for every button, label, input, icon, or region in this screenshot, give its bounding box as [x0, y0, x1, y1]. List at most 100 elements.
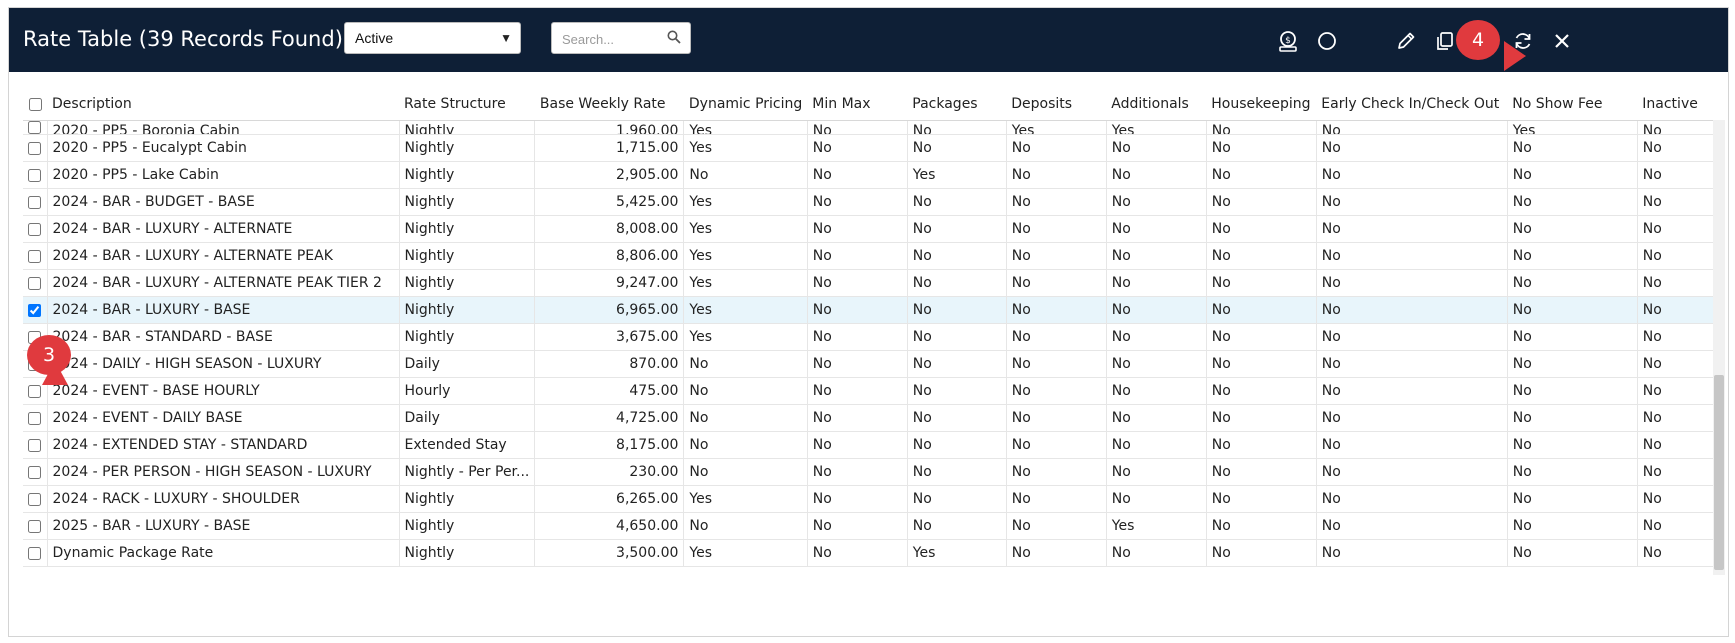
table-cell: No [1206, 296, 1317, 324]
table-cell: No [1106, 458, 1207, 486]
table-cell: No [807, 134, 908, 162]
table-cell: Yes [683, 296, 808, 324]
table-cell: No [907, 215, 1007, 243]
table-row[interactable]: Dynamic Package Rate Nightly 3,500.00 Yes No… [23, 539, 1724, 567]
close-icon[interactable] [1549, 28, 1575, 54]
table-cell: Nightly [399, 134, 536, 162]
copy-icon[interactable] [1432, 28, 1458, 54]
table-cell: No [907, 458, 1007, 486]
table-cell: No [1507, 323, 1638, 351]
table-row[interactable]: 2024 - DAILY - HIGH SEASON - LUXURY Daily… [23, 350, 1724, 378]
column-header[interactable]: Housekeeping [1206, 88, 1317, 121]
table-cell: No [1507, 512, 1638, 540]
row-checkbox[interactable] [28, 492, 42, 506]
table-cell: Yes [683, 188, 808, 216]
search-icon[interactable] [667, 30, 681, 49]
table-cell: No [1316, 120, 1508, 135]
table-cell: No [1006, 161, 1107, 189]
table-cell: Yes [1507, 120, 1638, 135]
table-cell: 3,500.00 [534, 539, 685, 567]
row-checkbox[interactable] [28, 438, 42, 452]
table-cell: No [907, 350, 1007, 378]
table-cell: Yes [683, 242, 808, 270]
search-input[interactable] [560, 24, 660, 54]
column-header[interactable]: Min Max [807, 88, 908, 121]
table-row[interactable]: 2024 - EXTENDED STAY - STANDARD Extended … [23, 431, 1724, 459]
edit-pencil-icon[interactable] [1393, 28, 1419, 54]
table-cell: No [807, 539, 908, 567]
row-checkbox[interactable] [28, 303, 42, 317]
table-cell: Yes [683, 134, 808, 162]
circle-icon[interactable] [1314, 28, 1340, 54]
table-cell: No [1206, 350, 1317, 378]
column-header[interactable]: Additionals [1106, 88, 1207, 121]
row-checkbox[interactable] [28, 384, 42, 398]
row-checkbox[interactable] [28, 411, 42, 425]
table-cell: Hourly [399, 377, 536, 405]
column-header[interactable]: Dynamic Pricing [683, 88, 808, 121]
table-cell: 8,008.00 [534, 215, 685, 243]
table-cell: No [1206, 377, 1317, 405]
status-filter-select[interactable]: Active ▼ [344, 22, 521, 54]
table-row[interactable]: 2024 - RACK - LUXURY - SHOULDER Nightly 6,… [23, 485, 1724, 513]
row-checkbox[interactable] [28, 121, 42, 134]
table-cell: No [1507, 458, 1638, 486]
table-body: 2020 - PP5 - Boronia Cabin Nightly 1,960.0… [23, 120, 1724, 567]
table-cell: No [1637, 242, 1724, 270]
table-row[interactable]: 2024 - BAR - STANDARD - BASE Nightly 3,675… [23, 323, 1724, 351]
vertical-scrollbar[interactable] [1713, 120, 1725, 575]
column-header[interactable]: Description [47, 88, 399, 121]
table-cell: No [1316, 377, 1508, 405]
select-all-checkbox[interactable] [28, 97, 42, 111]
table-cell: No [1206, 188, 1317, 216]
scrollbar-thumb[interactable] [1714, 375, 1724, 570]
table-cell: No [1507, 215, 1638, 243]
table-cell: No [1507, 242, 1638, 270]
table-row[interactable]: 2024 - BAR - LUXURY - ALTERNATE PEAK TIE… [23, 269, 1724, 297]
table-cell: No [1316, 215, 1508, 243]
table-cell: 9,247.00 [534, 269, 685, 297]
table-cell: No [1006, 323, 1107, 351]
table-row[interactable]: 2020 - PP5 - Boronia Cabin Nightly 1,960.0… [23, 120, 1724, 135]
table-cell: No [1507, 404, 1638, 432]
row-checkbox[interactable] [28, 195, 42, 209]
rate-calculator-icon[interactable]: $ [1275, 28, 1301, 54]
column-header[interactable]: No Show Fee [1507, 88, 1638, 121]
table-row[interactable]: 2020 - PP5 - Eucalypt Cabin Nightly 1,715.… [23, 134, 1724, 162]
row-checkbox[interactable] [28, 222, 42, 236]
table-row[interactable]: 2024 - BAR - LUXURY - ALTERNATE PEAK Nigh… [23, 242, 1724, 270]
table-cell: No [1637, 431, 1724, 459]
table-cell: No [1507, 539, 1638, 567]
column-header[interactable]: Inactive [1637, 88, 1724, 121]
table-row[interactable]: 2024 - BAR - BUDGET - BASE Nightly 5,425.0… [23, 188, 1724, 216]
column-header[interactable]: Deposits [1006, 88, 1107, 121]
table-cell: No [807, 215, 908, 243]
table-cell: No [807, 188, 908, 216]
table-row[interactable]: 2020 - PP5 - Lake Cabin Nightly 2,905.00 No… [23, 161, 1724, 189]
table-cell: No [683, 404, 808, 432]
row-checkbox[interactable] [28, 249, 42, 263]
row-checkbox[interactable] [28, 465, 42, 479]
search-box[interactable] [551, 22, 691, 54]
table-row[interactable]: 2024 - EVENT - BASE HOURLY Hourly 475.00 No… [23, 377, 1724, 405]
table-cell: 2024 - BAR - LUXURY - BASE [47, 296, 400, 324]
column-header[interactable]: Rate Structure [399, 88, 535, 121]
table-cell: No [1006, 485, 1107, 513]
table-row[interactable]: 2024 - BAR - LUXURY - BASE Nightly 6,965.0… [23, 296, 1724, 324]
table-cell: No [1006, 431, 1107, 459]
table-row[interactable]: 2025 - BAR - LUXURY - BASE Nightly 4,650.0… [23, 512, 1724, 540]
column-header[interactable]: Early Check In/Check Out [1316, 88, 1508, 121]
table-row[interactable]: 2024 - BAR - LUXURY - ALTERNATE Nightly 8,… [23, 215, 1724, 243]
table-row[interactable]: 2024 - PER PERSON - HIGH SEASON - LUXURY… [23, 458, 1724, 486]
table-cell: No [1106, 242, 1207, 270]
table-cell: Extended Stay [399, 431, 536, 459]
row-checkbox[interactable] [28, 141, 42, 155]
table-cell: 2020 - PP5 - Eucalypt Cabin [47, 134, 400, 162]
row-checkbox[interactable] [28, 546, 42, 560]
row-checkbox[interactable] [28, 276, 42, 290]
row-checkbox[interactable] [28, 519, 42, 533]
row-checkbox[interactable] [28, 168, 42, 182]
column-header[interactable]: Base Weekly Rate [534, 88, 684, 121]
column-header[interactable]: Packages [907, 88, 1007, 121]
table-row[interactable]: 2024 - EVENT - DAILY BASE Daily 4,725.00 No… [23, 404, 1724, 432]
